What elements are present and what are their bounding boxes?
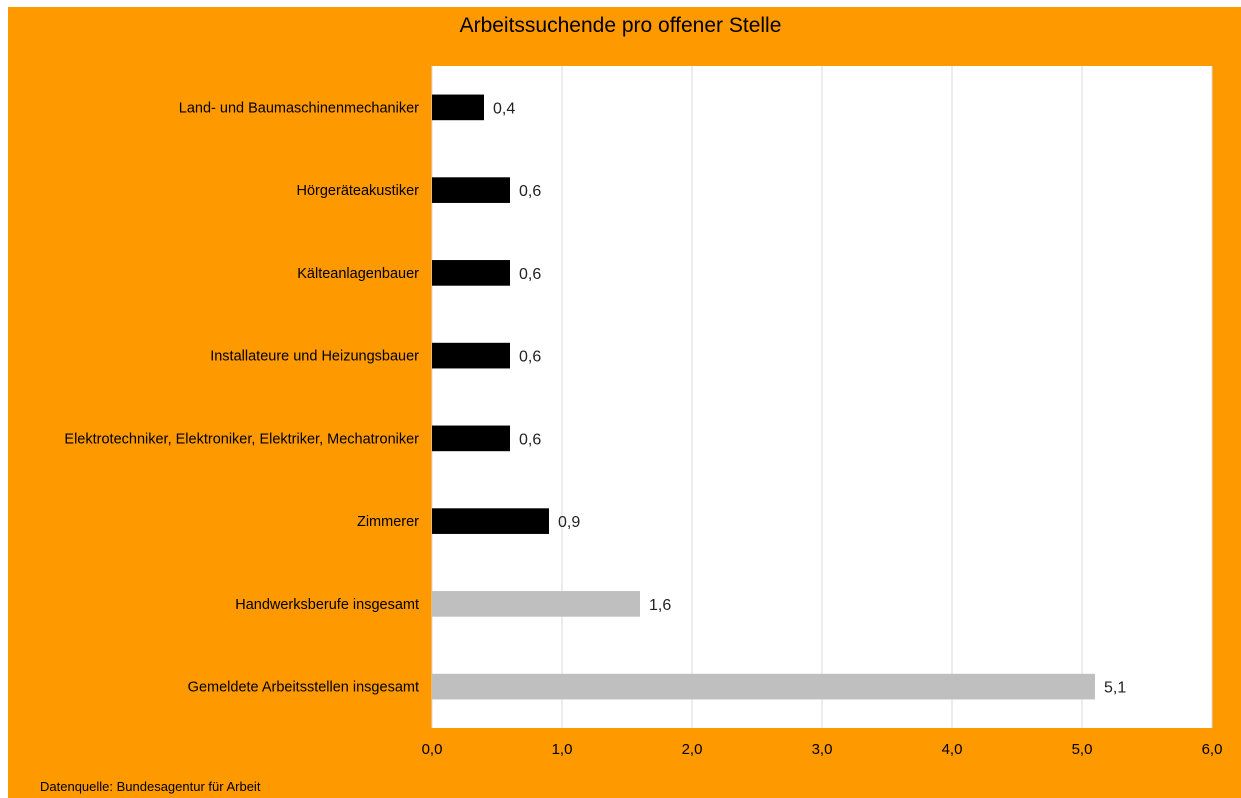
category-label: Hörgeräteakustiker (297, 183, 420, 199)
x-tick-label: 3,0 (812, 741, 833, 758)
x-tick-label: 6,0 (1202, 741, 1223, 758)
bar (432, 673, 1095, 700)
data-label: 0,9 (558, 514, 580, 531)
bar (432, 342, 510, 369)
category-label: Gemeldete Arbeitsstellen insgesamt (188, 680, 419, 696)
bar (432, 591, 640, 617)
data-label: 0,6 (519, 431, 541, 448)
x-tick-label: 2,0 (682, 741, 703, 758)
data-label: 0,6 (519, 183, 541, 200)
data-label: 0,6 (519, 349, 541, 366)
source-note: Datenquelle: Bundesagentur für Arbeit (40, 779, 261, 794)
data-label: 5,1 (1104, 680, 1126, 697)
chart-title: Arbeitssuchende pro offener Stelle (459, 14, 782, 37)
category-label: Elektrotechniker, Elektroniker, Elektrik… (64, 431, 419, 447)
category-label: Zimmerer (357, 514, 419, 530)
category-label: Handwerksberufe insgesamt (235, 597, 419, 613)
bar (432, 177, 510, 203)
data-label: 1,6 (649, 597, 671, 614)
data-label: 0,6 (519, 266, 541, 283)
bar (432, 425, 510, 452)
category-label: Land- und Baumaschinenmechaniker (179, 100, 419, 116)
x-tick-label: 5,0 (1072, 741, 1093, 758)
category-label: Kälteanlagenbauer (297, 266, 419, 282)
x-tick-label: 4,0 (942, 741, 963, 758)
bar (432, 94, 484, 121)
x-tick-label: 0,0 (422, 741, 443, 758)
bar (432, 260, 510, 286)
x-tick-label: 1,0 (552, 741, 573, 758)
bar (432, 508, 549, 534)
data-label: 0,4 (493, 100, 515, 117)
category-label: Installateure und Heizungsbauer (210, 349, 419, 365)
